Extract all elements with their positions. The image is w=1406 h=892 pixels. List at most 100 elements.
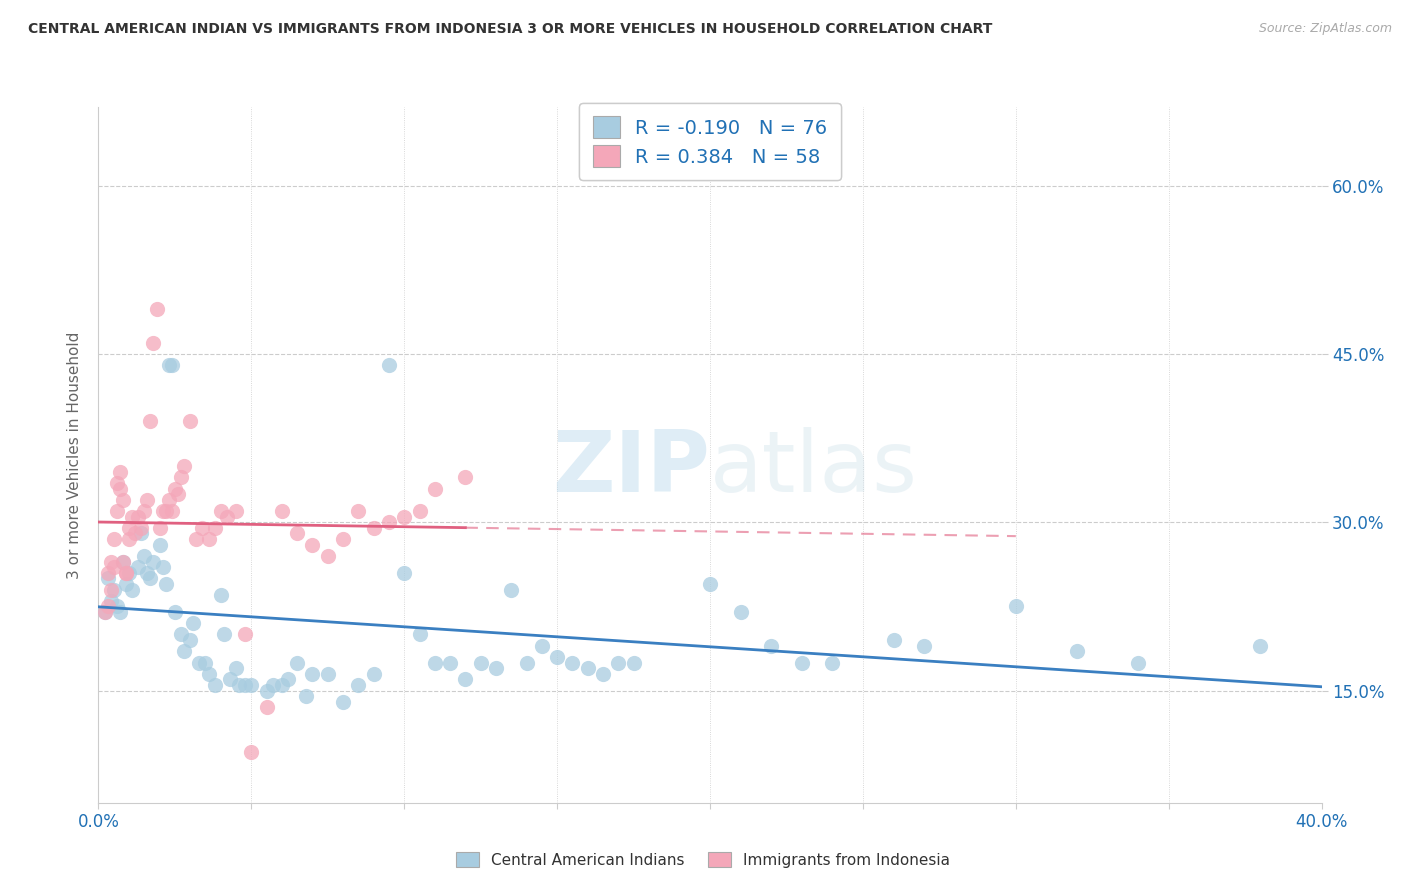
Point — [136, 492, 159, 507]
Point — [347, 504, 370, 518]
Point — [423, 656, 446, 670]
Point — [97, 599, 120, 614]
Point — [592, 666, 614, 681]
Point — [145, 301, 167, 316]
Point — [173, 644, 195, 658]
Point — [277, 673, 299, 687]
Point — [127, 560, 149, 574]
Point — [392, 566, 416, 580]
Point — [97, 566, 120, 580]
Point — [270, 678, 294, 692]
Point — [439, 656, 461, 670]
Point — [170, 627, 193, 641]
Point — [152, 504, 174, 518]
Point — [332, 695, 354, 709]
Point — [105, 599, 128, 614]
Point — [118, 532, 141, 546]
Point — [139, 571, 162, 585]
Point — [262, 678, 284, 692]
Point — [197, 532, 219, 546]
Point — [546, 649, 568, 664]
Point — [97, 571, 120, 585]
Point — [821, 656, 844, 670]
Point — [378, 515, 401, 529]
Point — [316, 549, 339, 563]
Point — [163, 605, 186, 619]
Point — [225, 661, 247, 675]
Point — [378, 358, 401, 372]
Point — [173, 459, 195, 474]
Point — [607, 656, 630, 670]
Legend: Central American Indians, Immigrants from Indonesia: Central American Indians, Immigrants fro… — [449, 844, 957, 875]
Y-axis label: 3 or more Vehicles in Household: 3 or more Vehicles in Household — [67, 331, 83, 579]
Point — [215, 509, 238, 524]
Point — [530, 639, 553, 653]
Point — [301, 538, 323, 552]
Point — [108, 465, 131, 479]
Point — [363, 666, 385, 681]
Point — [129, 526, 152, 541]
Point — [233, 627, 256, 641]
Point — [219, 673, 242, 687]
Point — [103, 582, 125, 597]
Point — [516, 656, 538, 670]
Point — [454, 470, 477, 484]
Point — [167, 487, 190, 501]
Point — [149, 538, 172, 552]
Point — [501, 582, 523, 597]
Point — [363, 521, 385, 535]
Point — [204, 678, 226, 692]
Point — [111, 492, 134, 507]
Point — [316, 666, 339, 681]
Point — [454, 673, 477, 687]
Point — [285, 526, 308, 541]
Point — [392, 509, 416, 524]
Point — [157, 358, 180, 372]
Point — [100, 582, 122, 597]
Point — [93, 605, 115, 619]
Point — [761, 639, 783, 653]
Point — [118, 566, 141, 580]
Point — [1004, 599, 1026, 614]
Point — [100, 594, 122, 608]
Point — [285, 656, 308, 670]
Point — [111, 555, 134, 569]
Point — [576, 661, 599, 675]
Point — [197, 666, 219, 681]
Point — [111, 555, 134, 569]
Point — [186, 532, 208, 546]
Point — [142, 335, 165, 350]
Point — [105, 475, 128, 490]
Point — [100, 555, 122, 569]
Point — [108, 605, 131, 619]
Point — [134, 549, 156, 563]
Point — [155, 577, 177, 591]
Point — [115, 566, 138, 580]
Point — [136, 566, 159, 580]
Text: atlas: atlas — [710, 427, 918, 510]
Point — [212, 627, 235, 641]
Point — [157, 492, 180, 507]
Point — [883, 633, 905, 648]
Point — [408, 504, 430, 518]
Point — [209, 504, 232, 518]
Point — [408, 627, 430, 641]
Text: ZIP: ZIP — [553, 427, 710, 510]
Point — [204, 521, 226, 535]
Point — [103, 532, 125, 546]
Point — [1128, 656, 1150, 670]
Point — [179, 633, 201, 648]
Point — [115, 566, 138, 580]
Point — [225, 504, 247, 518]
Point — [470, 656, 492, 670]
Point — [103, 560, 125, 574]
Point — [93, 605, 115, 619]
Point — [256, 683, 278, 698]
Point — [118, 521, 141, 535]
Point — [127, 509, 149, 524]
Point — [332, 532, 354, 546]
Text: CENTRAL AMERICAN INDIAN VS IMMIGRANTS FROM INDONESIA 3 OR MORE VEHICLES IN HOUSE: CENTRAL AMERICAN INDIAN VS IMMIGRANTS FR… — [28, 22, 993, 37]
Point — [301, 666, 323, 681]
Point — [730, 605, 752, 619]
Point — [270, 504, 294, 518]
